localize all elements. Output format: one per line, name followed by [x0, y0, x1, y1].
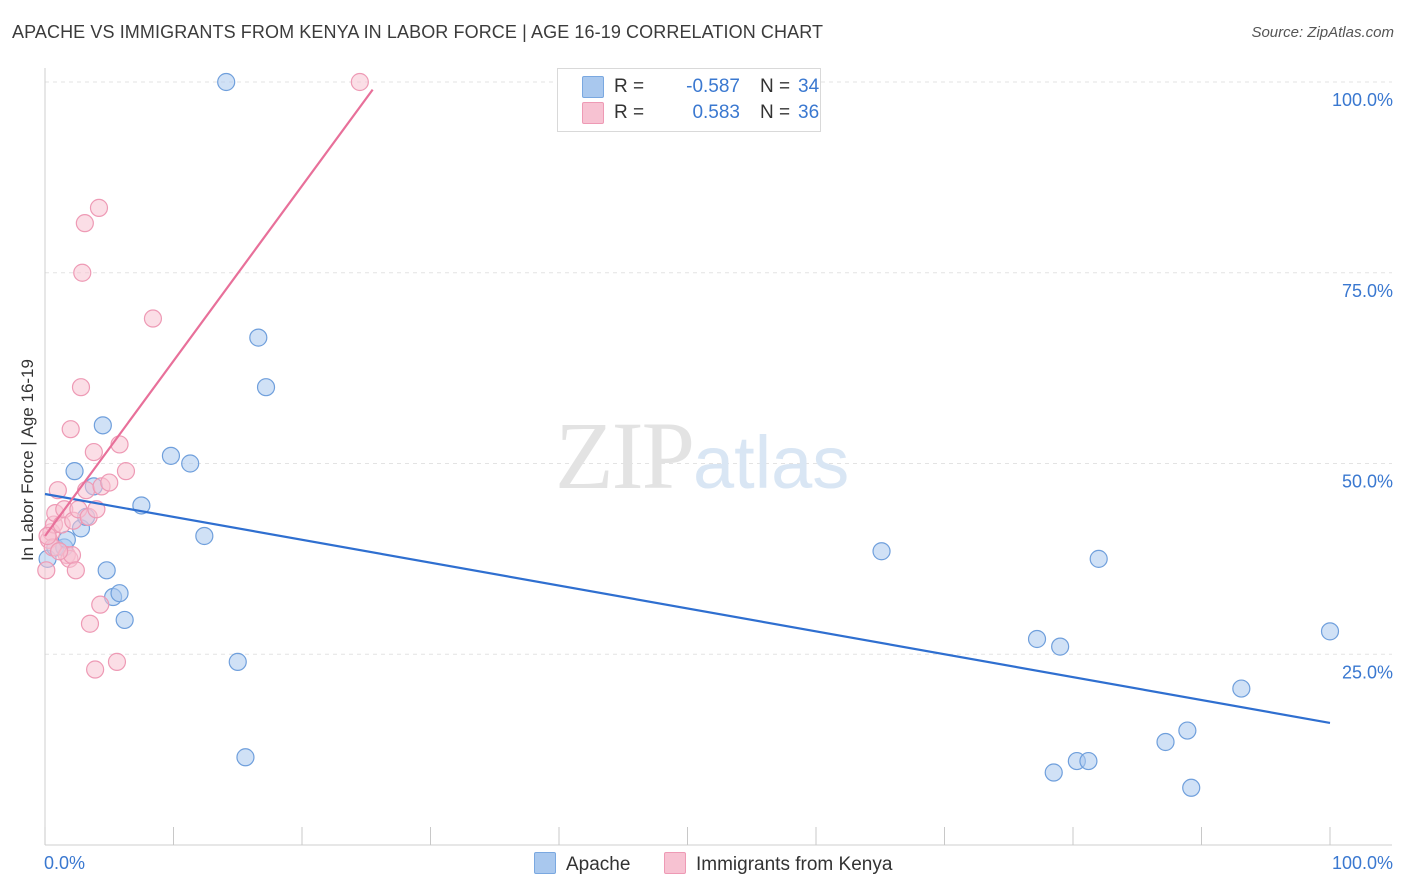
data-point: [84, 442, 103, 462]
watermark-zip: ZIP: [555, 402, 695, 509]
trend-line-kenya: [44, 88, 374, 537]
data-point: [228, 652, 247, 671]
data-point: [38, 526, 57, 546]
data-point: [89, 198, 109, 217]
data-point: [65, 462, 84, 481]
legend-item-kenya: Immigrants from Kenya: [664, 852, 892, 876]
data-point: [116, 462, 136, 481]
data-point: [110, 435, 129, 454]
data-point: [91, 595, 110, 614]
y-tick-label: 25.0%: [1342, 662, 1393, 682]
legend-r-value: -0.587: [686, 76, 740, 97]
data-point: [1089, 549, 1108, 568]
data-point: [66, 561, 85, 580]
data-point: [1232, 679, 1251, 698]
data-point: [97, 561, 116, 580]
data-point: [872, 542, 891, 561]
data-point: [80, 614, 100, 633]
series-apache: [38, 72, 1340, 797]
legend-swatch-kenya: [664, 852, 686, 874]
chart-title: APACHE VS IMMIGRANTS FROM KENYA IN LABOR…: [12, 22, 824, 42]
axes: 25.0% 50.0% 75.0% 100.0% 0.0% 100.0%: [44, 68, 1393, 873]
data-point: [73, 263, 92, 282]
data-point: [249, 328, 268, 347]
data-point: [75, 214, 94, 233]
y-tick-label: 100.0%: [1332, 90, 1393, 110]
legend-r-label: R =: [614, 102, 645, 123]
data-point: [1079, 751, 1098, 771]
data-point: [115, 610, 134, 630]
legend-r-value: 0.583: [692, 102, 740, 123]
y-tick-label: 50.0%: [1342, 472, 1393, 492]
legend-n-value: 34: [798, 76, 820, 97]
watermark-atlas: atlas: [693, 421, 850, 504]
data-point: [50, 542, 69, 561]
data-point: [100, 473, 119, 492]
legend-label-kenya: Immigrants from Kenya: [696, 854, 893, 875]
data-point: [86, 660, 105, 679]
legend-row-apache: R = -0.587 N = 34: [582, 76, 819, 100]
legend-swatch-kenya: [582, 102, 604, 124]
legend-swatch-apache: [582, 76, 604, 98]
y-axis-label: In Labor Force | Age 16-19: [18, 359, 37, 561]
legend-swatch-apache: [534, 852, 556, 874]
data-point: [1051, 637, 1070, 656]
data-point: [93, 416, 112, 435]
data-point: [256, 378, 276, 397]
trend-line-apache: [44, 492, 1331, 725]
x-tick-label: 100.0%: [1332, 853, 1393, 873]
data-point: [107, 652, 127, 671]
data-point: [1027, 629, 1047, 649]
y-tick-label: 75.0%: [1342, 281, 1393, 301]
gridlines: [45, 81, 1392, 655]
data-point: [1320, 622, 1340, 641]
data-point: [236, 748, 255, 767]
source-credit: Source: ZipAtlas.com: [1251, 24, 1394, 41]
data-point: [1182, 778, 1201, 797]
legend-item-apache: Apache: [534, 852, 630, 876]
data-point: [1044, 763, 1063, 782]
legend-n-label: N =: [760, 102, 791, 123]
legend-n-label: N =: [760, 76, 791, 97]
data-point: [143, 309, 163, 328]
data-point: [1156, 732, 1175, 752]
data-point: [37, 561, 56, 580]
x-tick-label: 0.0%: [44, 853, 85, 873]
stats-legend: R = -0.587 N = 34 R = 0.583 N = 36: [557, 68, 821, 132]
data-point: [350, 72, 369, 92]
data-point: [1178, 721, 1197, 740]
series-layer: [37, 72, 1340, 797]
legend-label-apache: Apache: [566, 854, 631, 875]
legend-row-kenya: R = 0.583 N = 36: [582, 102, 819, 126]
data-point: [181, 454, 200, 473]
data-point: [195, 526, 214, 546]
legend-n-value: 36: [798, 102, 820, 123]
data-point: [110, 584, 129, 603]
data-point: [77, 481, 96, 500]
data-point: [217, 72, 236, 92]
watermark: ZIPatlas: [555, 400, 849, 511]
data-point: [71, 378, 91, 397]
legend-r-label: R =: [614, 76, 645, 97]
data-point: [161, 446, 181, 465]
data-point: [61, 420, 80, 439]
